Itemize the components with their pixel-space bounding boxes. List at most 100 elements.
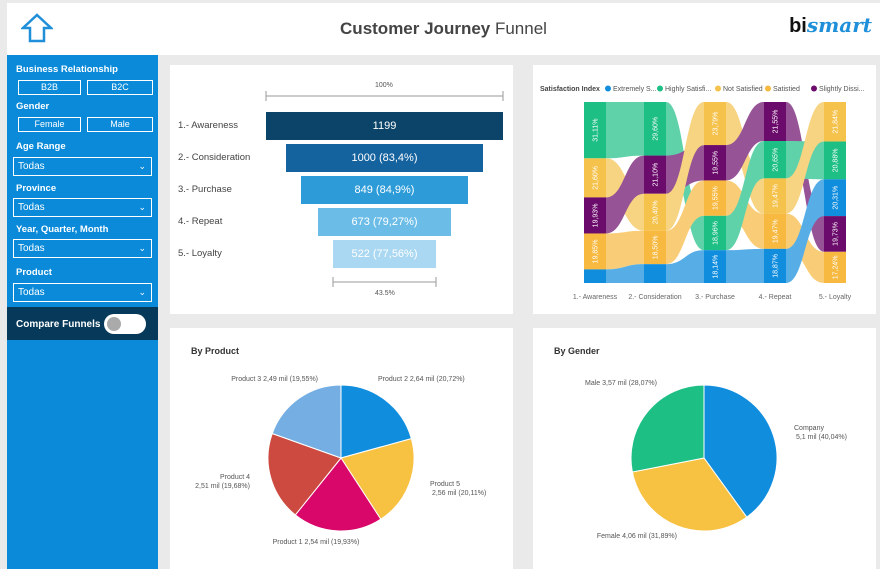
compare-toggle[interactable] [104, 314, 146, 334]
home-icon[interactable] [21, 13, 53, 43]
pie-label: Male 3,57 mil (28,07%) [585, 380, 657, 387]
date-label: Year, Quarter, Month [16, 224, 109, 235]
sankey-node[interactable] [704, 215, 726, 251]
province-dropdown[interactable]: Todas ⌄ [13, 198, 152, 217]
sankey-node[interactable] [644, 102, 666, 156]
funnel-bar[interactable]: 673 (79,27%) [318, 208, 451, 236]
product-dropdown[interactable]: Todas ⌄ [13, 283, 152, 302]
sankey-value: 19,55% [713, 151, 720, 175]
legend-title: Satisfaction Index [540, 86, 600, 93]
sankey-node[interactable] [824, 179, 846, 217]
legend-entry[interactable]: Satistied [773, 86, 800, 93]
stage-axis-label: 1.- Awareness [573, 294, 618, 301]
page-title: Customer Journey Funnel [7, 19, 880, 39]
legend-entry[interactable]: Not Satisfied [723, 86, 763, 93]
sankey-flow [666, 250, 704, 283]
pie-slice[interactable] [271, 384, 342, 459]
pie-slice[interactable] [340, 384, 412, 459]
sankey-node[interactable] [704, 145, 726, 181]
sankey-node[interactable] [584, 197, 606, 234]
by-product-title: By Product [191, 346, 240, 356]
funnel-stage-label: 4.- Repeat [178, 216, 223, 227]
pie-slice[interactable] [267, 432, 342, 516]
sankey-value: 19,93% [593, 204, 600, 228]
sankey-node[interactable] [584, 158, 606, 198]
sankey-value: 19,85% [593, 240, 600, 264]
by-gender-title: By Gender [554, 346, 600, 356]
funnel-bar[interactable]: 1000 (83,4%) [285, 144, 484, 172]
funnel-bar[interactable]: 522 (77,56%) [332, 240, 437, 268]
by-gender-card: By Gender Company 5,1 mil (40,04%) Female… [533, 328, 876, 569]
b2c-button[interactable]: B2C [87, 80, 153, 95]
funnel-stage-label: 3.- Purchase [178, 184, 232, 195]
stage-axis-label: 2.- Consideration [628, 294, 681, 301]
product-value: Todas [18, 287, 45, 298]
age-label: Age Range [16, 141, 66, 152]
funnel-bar[interactable]: 849 (84,9%) [300, 176, 469, 204]
chevron-down-icon: ⌄ [138, 202, 146, 212]
legend-entry[interactable]: Highly Satisfi... [665, 86, 711, 93]
sankey-node[interactable] [704, 102, 726, 146]
sankey-value: 19,73% [833, 222, 840, 246]
sankey-node[interactable] [824, 251, 846, 283]
sankey-flow [666, 180, 704, 265]
sankey-node[interactable] [584, 233, 606, 270]
pie-label: Product 3 2,49 mil (19,55%) [231, 376, 318, 383]
sankey-node[interactable] [704, 250, 726, 283]
title-rest: Funnel [494, 19, 547, 38]
pie-slice[interactable] [340, 437, 415, 520]
pie-slice[interactable] [630, 384, 705, 473]
age-dropdown[interactable]: Todas ⌄ [13, 157, 152, 176]
date-value: Todas [18, 243, 45, 254]
funnel-card: 100% 43.5% 1.- Awareness 1199 2.- Consider… [170, 65, 513, 314]
pie-label: Product 5 2,56 mil (20,11%) [430, 481, 486, 497]
satisfaction-card: Satisfaction Index Extremely S... Highly S… [533, 65, 876, 314]
funnel-stage-label: 5.- Loyalty [178, 248, 222, 259]
sankey-flow [726, 248, 764, 283]
funnel-bottom-pct: 43.5% [375, 290, 395, 297]
by-product-card: By Product Product 2 2,64 mil (20,72%) Pr… [170, 328, 513, 569]
legend-marker [605, 85, 611, 92]
sankey-node[interactable] [764, 213, 786, 249]
pie-slice[interactable] [631, 457, 748, 532]
legend-entry[interactable]: Extremely S... [613, 86, 657, 93]
sankey-node[interactable] [644, 193, 666, 231]
pie-slice[interactable] [703, 384, 778, 518]
sankey-node[interactable] [764, 248, 786, 283]
sankey-value: 23,79% [713, 112, 720, 136]
sankey-node[interactable] [824, 141, 846, 180]
legend-marker [715, 85, 721, 92]
sankey-flow [606, 155, 644, 234]
sankey-node[interactable] [584, 102, 606, 159]
sankey-node[interactable] [824, 102, 846, 142]
header: Customer Journey Funnel bismart [7, 3, 880, 55]
compare-funnels: Compare Funnels [7, 307, 158, 340]
pie-slice[interactable] [294, 457, 382, 532]
compare-label: Compare Funnels [16, 319, 101, 330]
sankey-flow [726, 180, 764, 249]
sankey-node[interactable] [644, 264, 666, 283]
sankey-node[interactable] [764, 141, 786, 179]
b2b-button[interactable]: B2B [18, 80, 81, 95]
legend-entry[interactable]: Slightly Dissi... [819, 86, 865, 93]
sankey-node[interactable] [644, 230, 666, 265]
legend-marker [811, 85, 817, 92]
pie-label: Product 2 2,64 mil (20,72%) [378, 376, 465, 383]
sankey-value: 17,24% [833, 256, 840, 280]
female-button[interactable]: Female [18, 117, 81, 132]
sankey-node[interactable] [644, 155, 666, 194]
sankey-node[interactable] [584, 269, 606, 283]
bismart-logo: bismart [789, 13, 872, 37]
sankey-node[interactable] [764, 178, 786, 214]
sankey-value: 19,47% [773, 219, 780, 243]
legend-marker [657, 85, 663, 92]
sankey-node[interactable] [764, 102, 786, 142]
sankey-value: 20,65% [773, 148, 780, 172]
sankey-node[interactable] [824, 216, 846, 252]
sankey-value: 18,14% [713, 255, 720, 279]
male-button[interactable]: Male [87, 117, 153, 132]
funnel-bar[interactable]: 1199 [266, 112, 503, 140]
sankey-value: 31,11% [593, 119, 600, 142]
sankey-node[interactable] [704, 180, 726, 216]
date-dropdown[interactable]: Todas ⌄ [13, 239, 152, 258]
